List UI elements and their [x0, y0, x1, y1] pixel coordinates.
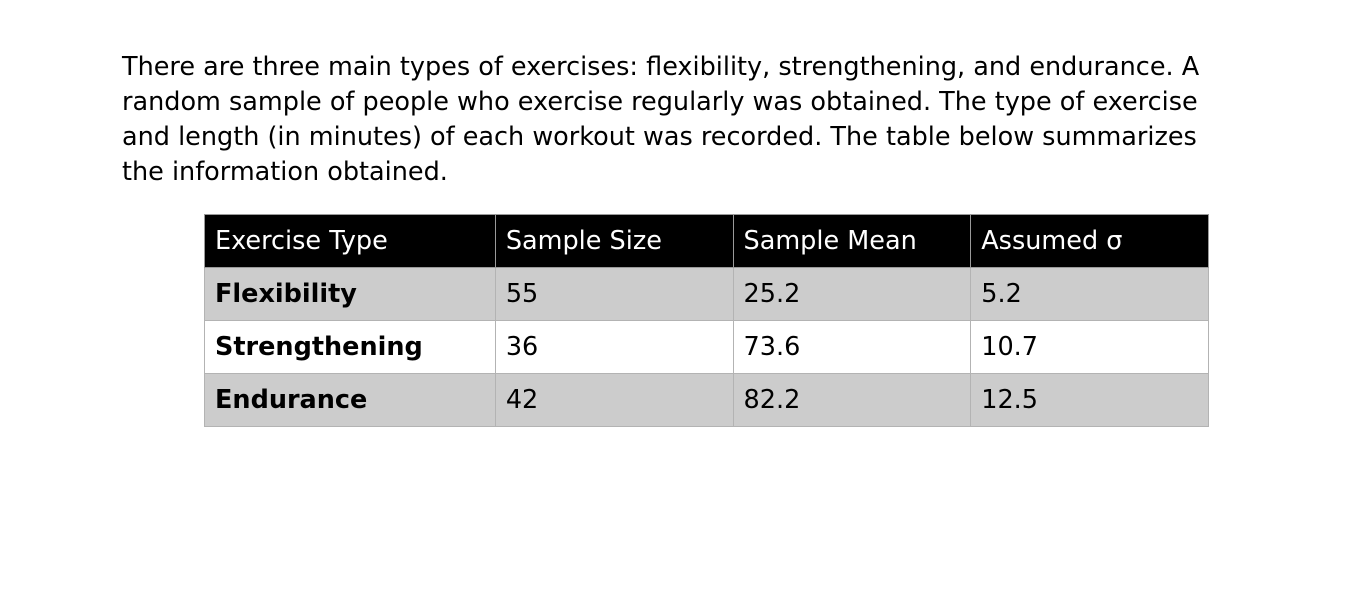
problem-statement-line: the information obtained.	[122, 157, 448, 187]
cell-sample-mean: 25.2	[732, 267, 972, 321]
header-assumed-sigma: Assumed σ	[970, 214, 1209, 268]
cell-exercise-type: Strengthening	[204, 320, 496, 374]
table-row: Endurance 42 82.2 12.5	[204, 373, 1209, 427]
cell-exercise-type: Flexibility	[204, 267, 496, 321]
problem-statement: There are three main types of exercises:…	[122, 50, 1302, 190]
problem-statement-line: random sample of people who exercise reg…	[122, 87, 1198, 117]
exercise-summary-table: Exercise Type Sample Size Sample Mean As…	[204, 214, 1209, 427]
cell-sample-size: 36	[494, 320, 734, 374]
cell-sample-size: 42	[494, 373, 734, 427]
cell-sample-mean: 73.6	[732, 320, 972, 374]
cell-assumed-sigma: 12.5	[970, 373, 1209, 427]
header-sample-mean: Sample Mean	[732, 214, 972, 268]
table-header-row: Exercise Type Sample Size Sample Mean As…	[204, 214, 1209, 268]
cell-assumed-sigma: 10.7	[970, 320, 1209, 374]
header-sample-size: Sample Size	[494, 214, 734, 268]
header-exercise-type: Exercise Type	[204, 214, 496, 268]
cell-sample-mean: 82.2	[732, 373, 972, 427]
table-row: Flexibility 55 25.2 5.2	[204, 267, 1209, 321]
table-row: Strengthening 36 73.6 10.7	[204, 320, 1209, 374]
cell-assumed-sigma: 5.2	[970, 267, 1209, 321]
cell-sample-size: 55	[494, 267, 734, 321]
problem-statement-line: and length (in minutes) of each workout …	[122, 122, 1197, 152]
cell-exercise-type: Endurance	[204, 373, 496, 427]
problem-statement-line: There are three main types of exercises:…	[122, 52, 1200, 82]
